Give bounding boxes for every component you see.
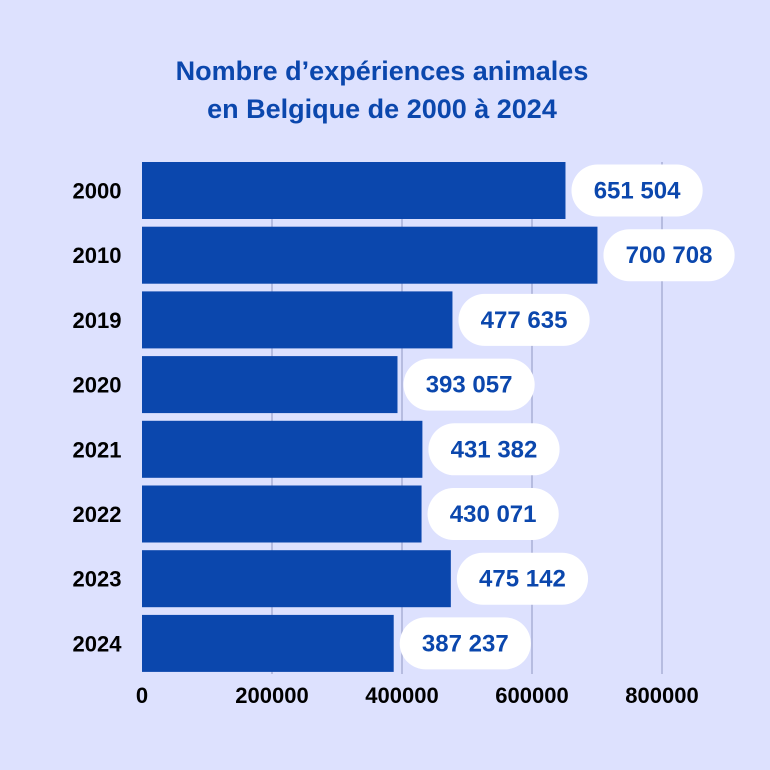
- chart-title-line-2: en Belgique de 2000 à 2024: [207, 94, 557, 124]
- category-label-2000: 2000: [73, 179, 122, 204]
- value-label-2000: 651 504: [594, 178, 681, 205]
- value-label-2023: 475 142: [479, 566, 566, 593]
- value-pill-2023: [456, 552, 589, 605]
- x-tick-label-400000: 400000: [365, 683, 438, 708]
- category-label-2019: 2019: [73, 308, 122, 333]
- bar-2020: [142, 356, 398, 414]
- bar-2021: [142, 420, 423, 478]
- y-axis-categories: 2000 2010 2019 2020 2021 2022 2023 2024: [73, 179, 123, 657]
- bars: [142, 162, 598, 672]
- value-pill-2021: [428, 423, 560, 476]
- bar-2019: [142, 291, 453, 349]
- bar-2022: [142, 485, 422, 543]
- value-labels: 651 504 700 708 477 635 393 057 431 382 430 0…: [399, 164, 735, 670]
- category-label-2023: 2023: [73, 567, 122, 592]
- category-label-2020: 2020: [73, 373, 122, 398]
- chart-title-line-1: Nombre d’expériences animales: [176, 56, 589, 86]
- value-label-2020: 393 057: [426, 372, 513, 399]
- value-pill-2022: [427, 488, 559, 540]
- category-label-2010: 2010: [73, 243, 122, 268]
- value-pill-2000: [571, 164, 703, 217]
- category-label-2021: 2021: [73, 437, 122, 462]
- value-pill-2019: [458, 293, 590, 346]
- x-tick-label-200000: 200000: [235, 683, 308, 708]
- x-tick-label-0: 0: [136, 683, 148, 708]
- bar-2000: [142, 162, 566, 219]
- bar-2024: [142, 614, 394, 672]
- bar-2023: [142, 550, 451, 608]
- value-label-2010: 700 708: [626, 242, 713, 269]
- value-pill-2024: [399, 617, 531, 670]
- category-label-2024: 2024: [73, 631, 123, 656]
- x-tick-label-800000: 800000: [625, 683, 698, 708]
- value-label-2022: 430 071: [450, 501, 537, 528]
- value-label-2024: 387 237: [422, 630, 509, 657]
- value-pill-2010: [603, 229, 735, 282]
- value-pill-2020: [403, 358, 535, 411]
- x-axis-ticks: 0 200000 400000 600000 800000: [136, 683, 699, 708]
- value-label-2019: 477 635: [481, 307, 568, 334]
- category-label-2022: 2022: [73, 502, 122, 527]
- bar-2010: [142, 226, 598, 284]
- x-tick-label-600000: 600000: [495, 683, 568, 708]
- value-label-2021: 431 382: [451, 436, 538, 463]
